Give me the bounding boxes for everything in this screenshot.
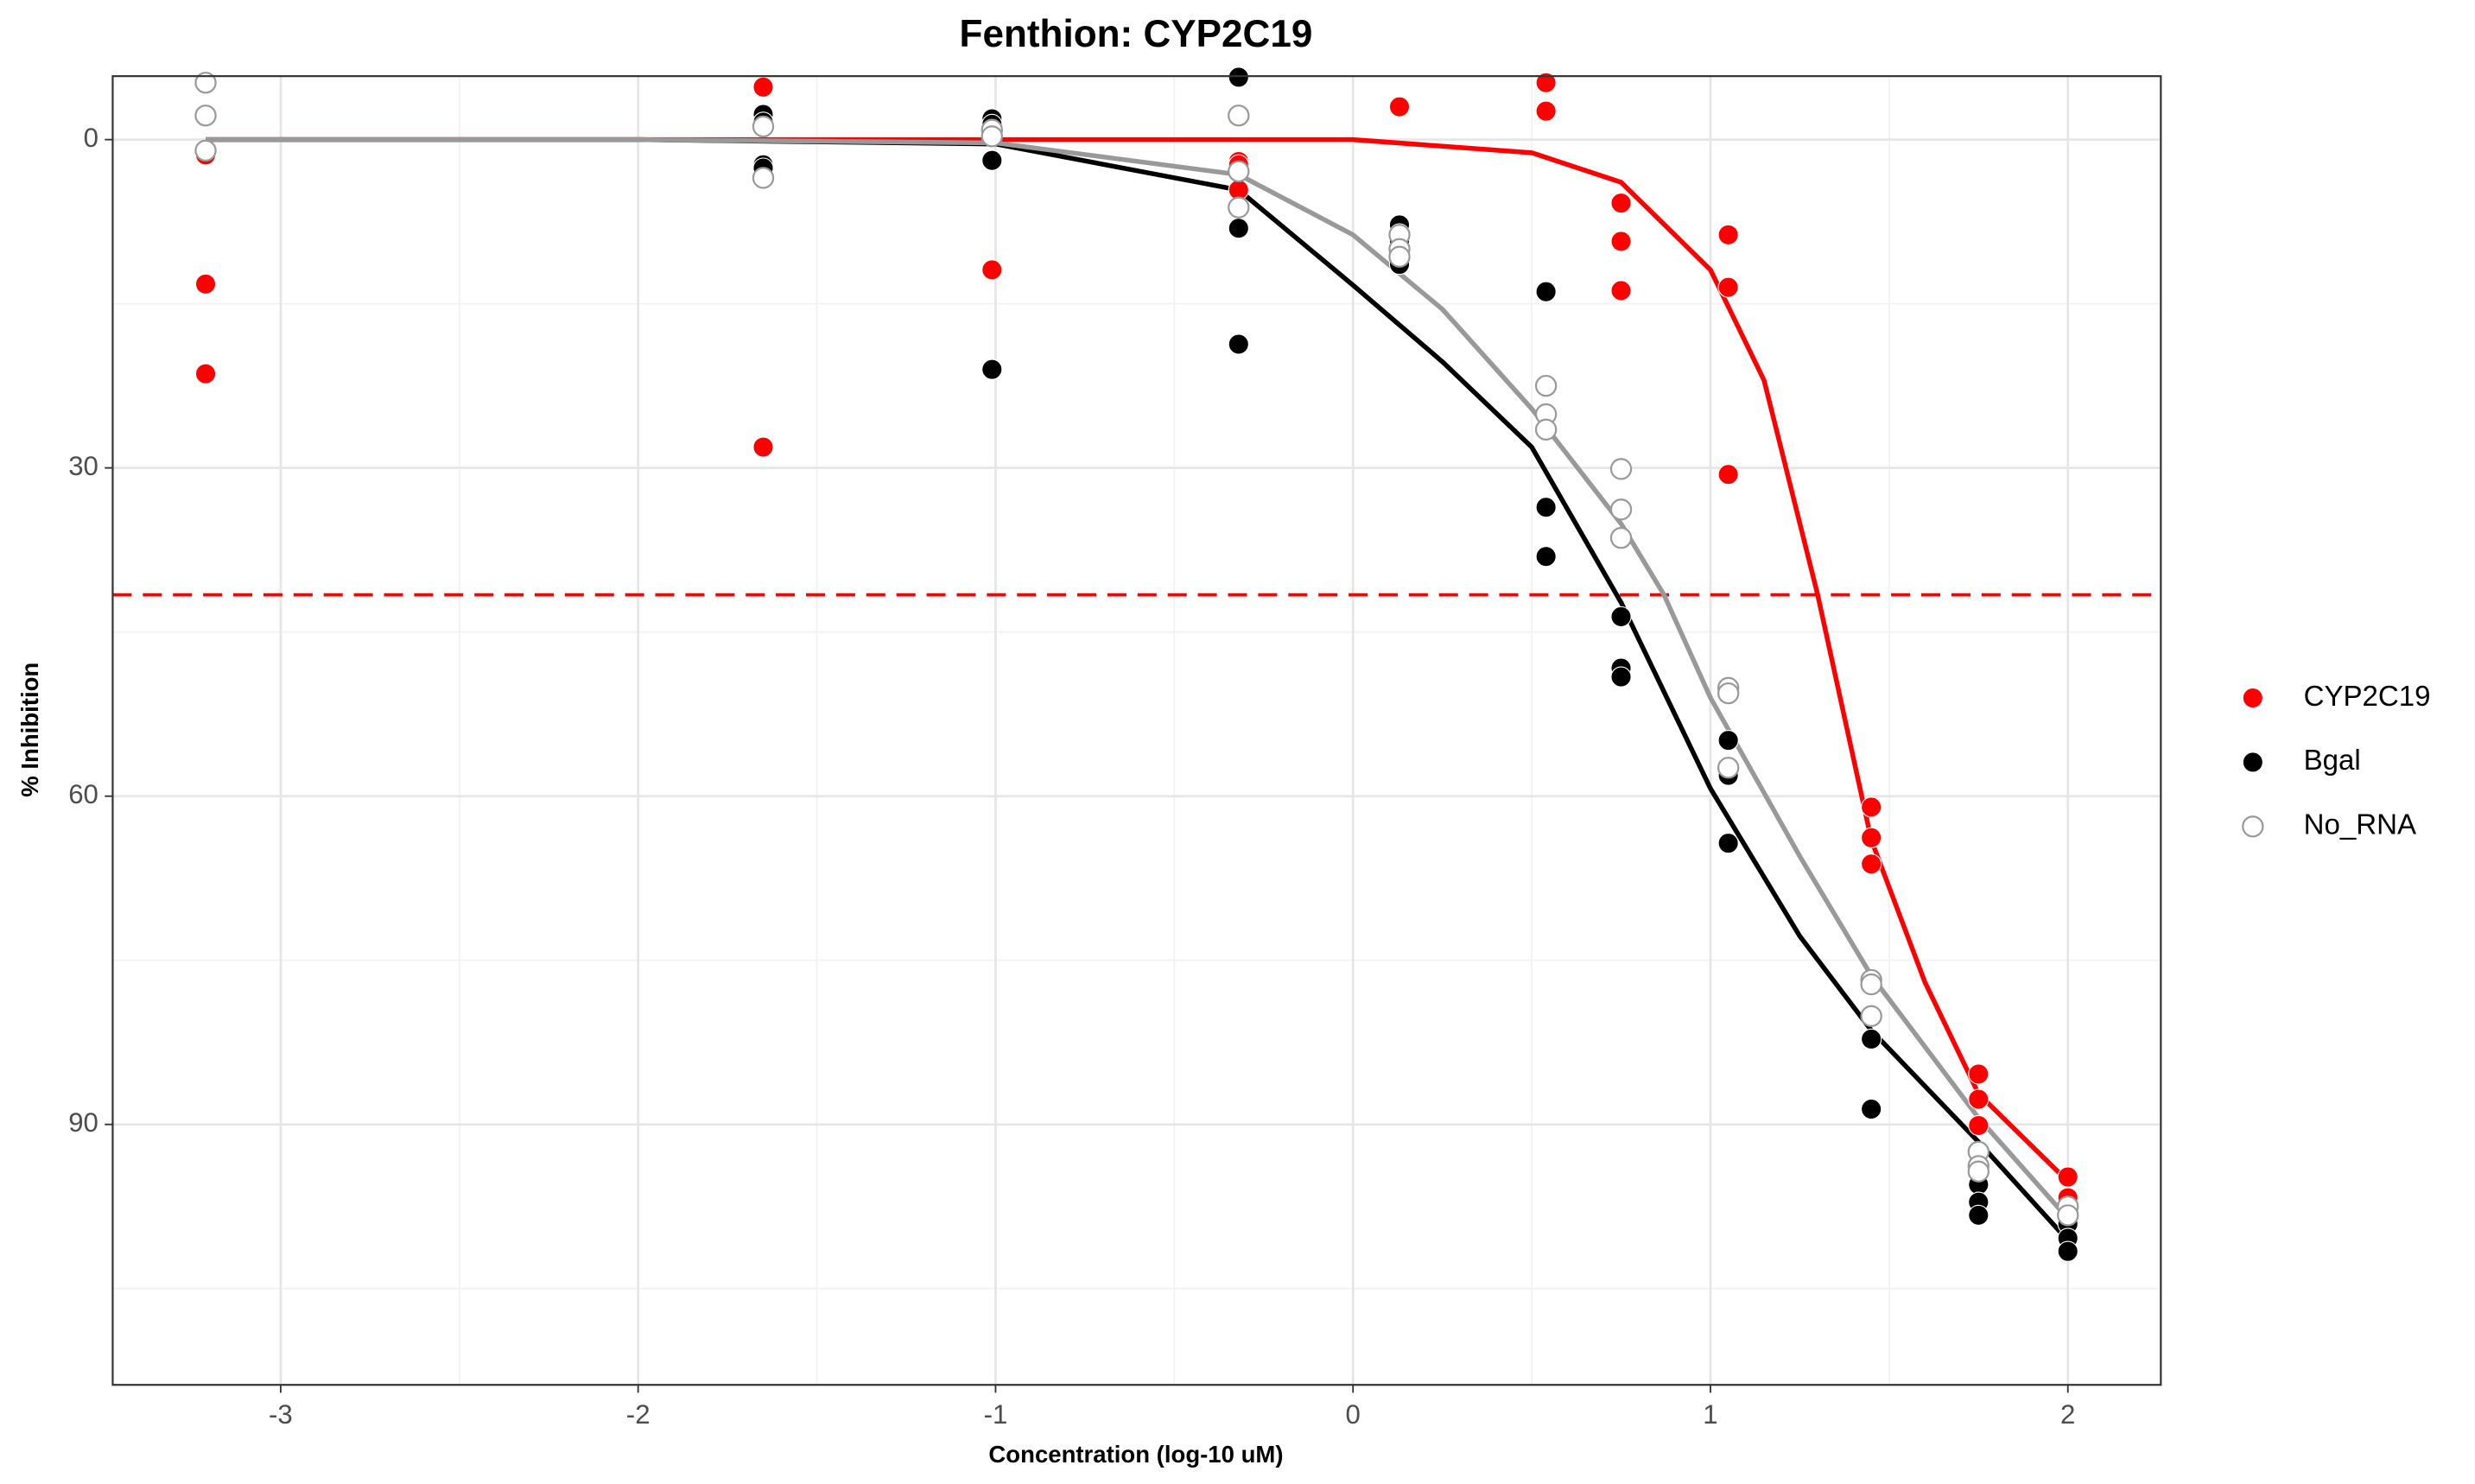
data-point: [1535, 281, 1557, 302]
fit-curve: [206, 136, 2070, 1221]
legend-marker: [2242, 687, 2263, 709]
data-point: [981, 358, 1003, 380]
data-point: [1717, 757, 1740, 779]
data-point: [1861, 1028, 1882, 1050]
x-tick-label: -3: [269, 1399, 293, 1430]
y-tick-label: 30: [68, 451, 98, 481]
x-tick-label: -2: [626, 1399, 650, 1430]
legend-marker: [2242, 752, 2263, 773]
data-point: [1717, 276, 1739, 298]
data-point: [1968, 1114, 1990, 1137]
data-point: [2057, 1166, 2078, 1188]
data-point: [1717, 729, 1739, 752]
data-point: [1717, 464, 1739, 485]
data-point: [1534, 418, 1558, 441]
x-tick-label: 2: [2060, 1399, 2075, 1430]
data-point: [1610, 231, 1632, 252]
data-point: [752, 436, 774, 458]
data-point: [1534, 374, 1558, 397]
data-point: [1717, 833, 1739, 854]
data-point: [194, 105, 217, 127]
data-point: [1609, 498, 1633, 521]
y-tick-label: 60: [68, 779, 98, 809]
data-point: [981, 259, 1003, 281]
data-point: [1717, 682, 1740, 705]
x-tick-label: -1: [984, 1399, 1008, 1430]
data-point: [1610, 606, 1632, 628]
data-point: [1228, 105, 1250, 127]
data-point: [1861, 853, 1882, 875]
data-point: [1388, 245, 1411, 268]
data-point: [1609, 527, 1633, 549]
y-tick-label: 90: [68, 1107, 98, 1138]
data-point: [1228, 160, 1250, 183]
data-point: [1535, 100, 1557, 122]
data-point: [194, 139, 217, 162]
data-point: [981, 149, 1003, 171]
data-point: [194, 72, 217, 94]
data-point: [1228, 333, 1249, 355]
data-point: [1861, 827, 1882, 848]
data-point: [1717, 224, 1739, 245]
data-point: [1535, 72, 1557, 93]
x-tick-label: 1: [1703, 1399, 1717, 1430]
data-point: [1860, 1005, 1882, 1027]
data-point: [194, 273, 217, 295]
data-point: [752, 167, 775, 189]
data-point: [1861, 1098, 1882, 1120]
x-axis-title: Concentration (log-10 uM): [988, 1441, 1283, 1468]
data-point: [1968, 1063, 1990, 1085]
data-point: [1860, 973, 1882, 996]
data-point: [1610, 192, 1632, 214]
data-point: [1228, 67, 1249, 88]
plot-border: [111, 75, 2162, 1386]
legend-label: Bgal: [2304, 745, 2361, 777]
data-point: [1228, 196, 1250, 219]
data-point: [752, 76, 774, 98]
data-point: [1535, 546, 1557, 568]
data-point: [752, 115, 775, 138]
data-point: [1609, 458, 1633, 480]
y-axis-title: % Inhibition: [16, 663, 43, 797]
data-point: [1610, 280, 1632, 301]
y-tick-label: 0: [84, 123, 98, 153]
data-point: [2057, 1240, 2078, 1262]
data-point: [1968, 1088, 1990, 1110]
data-point: [1967, 1160, 1990, 1183]
x-tick-label: 0: [1346, 1399, 1361, 1430]
data-point: [1388, 96, 1411, 117]
legend-label: CYP2C19: [2304, 681, 2431, 713]
data-point: [1861, 796, 1882, 818]
legend-label: No_RNA: [2304, 809, 2416, 841]
data-point: [2057, 1204, 2079, 1227]
data-point: [1610, 666, 1632, 688]
data-point: [1535, 497, 1557, 518]
data-point: [980, 125, 1003, 148]
data-point: [1968, 1204, 1990, 1226]
data-point: [194, 363, 217, 384]
legend-marker: [2242, 815, 2264, 838]
chart-title: Fenthion: CYP2C19: [960, 13, 1313, 55]
data-point: [1228, 218, 1249, 239]
